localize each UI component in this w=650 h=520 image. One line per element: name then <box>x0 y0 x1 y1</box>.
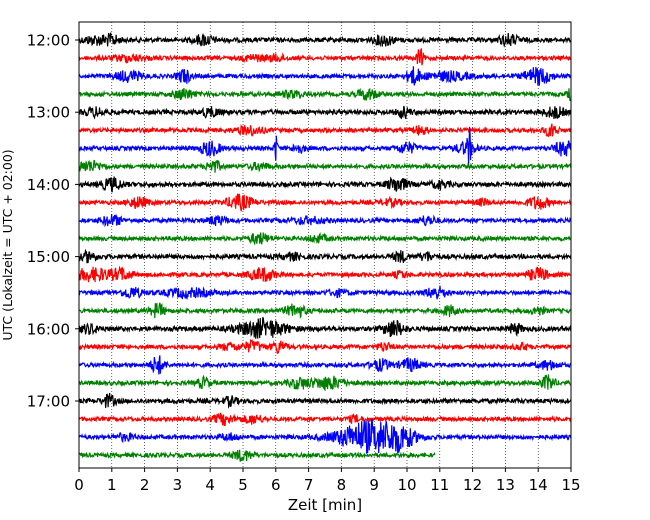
trace-1215 <box>78 48 572 66</box>
x-tick-label: 7 <box>304 476 314 494</box>
x-axis-ticks: 0 1 2 3 4 5 6 7 8 9 10 11 12 13 14 15 <box>74 468 581 494</box>
trace-1730 <box>78 418 572 455</box>
trace-1515 <box>78 265 572 283</box>
trace-1430 <box>78 214 572 228</box>
y-tick-label: 14:00 <box>27 176 70 194</box>
trace-1445 <box>78 231 572 246</box>
trace-1415 <box>78 193 572 212</box>
trace-1630 <box>78 355 572 375</box>
x-tick-label: 11 <box>430 476 449 494</box>
trace-1745 <box>78 449 436 462</box>
trace-1400 <box>78 176 572 193</box>
x-tick-label: 6 <box>271 476 281 494</box>
trace-1200 <box>78 32 572 48</box>
y-tick-label: 15:00 <box>27 248 70 266</box>
x-tick-label: 10 <box>397 476 416 494</box>
x-tick-label: 9 <box>369 476 379 494</box>
plot-frame <box>78 21 572 469</box>
trace-1330 <box>78 126 572 166</box>
y-tick-label: 16:00 <box>27 320 70 338</box>
x-tick-label: 13 <box>496 476 515 494</box>
trace-1700 <box>78 392 572 409</box>
y-axis-label: UTC (Lokalzeit = UTC + 02:00) <box>0 149 15 340</box>
trace-1245 <box>78 87 572 102</box>
y-tick-label: 17:00 <box>27 393 70 411</box>
y-tick-label: 12:00 <box>27 32 70 50</box>
trace-1530 <box>78 285 572 301</box>
x-tick-label: 1 <box>107 476 117 494</box>
trace-1230 <box>78 66 572 86</box>
trace-1645 <box>78 374 572 392</box>
x-tick-label: 3 <box>173 476 183 494</box>
trace-1545 <box>78 302 572 319</box>
trace-1600 <box>78 317 572 339</box>
trace-1315 <box>78 123 572 138</box>
x-tick-label: 4 <box>205 476 215 494</box>
x-tick-label: 14 <box>529 476 548 494</box>
x-tick-label: 15 <box>561 476 580 494</box>
trace-1715 <box>78 412 572 427</box>
x-axis-label: Zeit [min] <box>288 496 362 514</box>
seismic-traces <box>78 32 572 462</box>
x-tick-label: 0 <box>74 476 84 494</box>
trace-1300 <box>78 105 572 120</box>
vertical-gridlines <box>111 22 539 468</box>
y-axis-ticks: 12:00 13:00 14:00 15:00 16:00 17:00 <box>27 32 79 411</box>
trace-1345 <box>78 159 572 173</box>
y-tick-label: 13:00 <box>27 104 70 122</box>
trace-1615 <box>78 338 572 354</box>
x-tick-label: 2 <box>140 476 150 494</box>
trace-1500 <box>78 248 572 264</box>
x-tick-label: 12 <box>463 476 482 494</box>
x-tick-label: 5 <box>238 476 248 494</box>
x-tick-label: 8 <box>337 476 347 494</box>
